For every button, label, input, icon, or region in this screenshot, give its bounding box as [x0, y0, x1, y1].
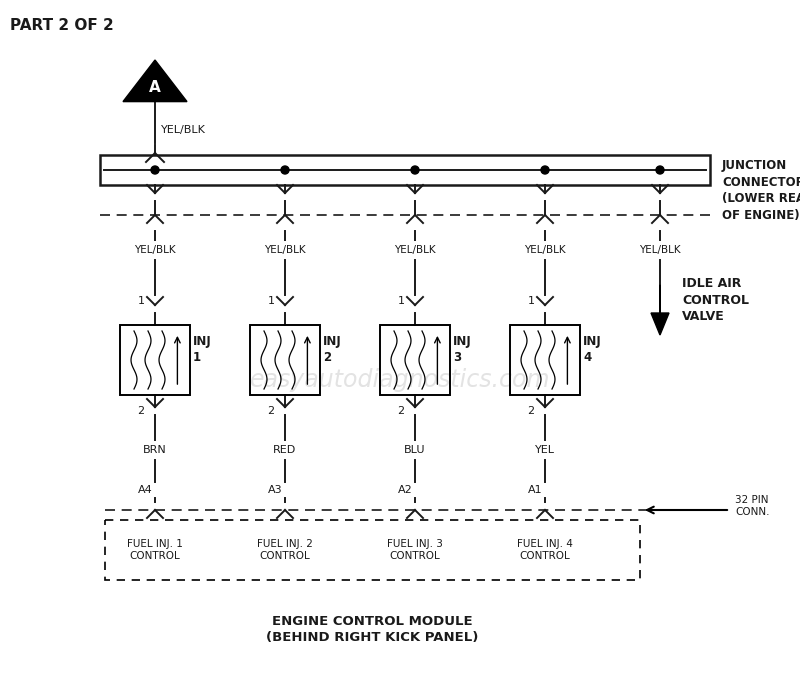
Bar [380, 325, 450, 395]
Text: YEL: YEL [535, 445, 555, 455]
Text: YEL/BLK: YEL/BLK [639, 245, 681, 255]
Text: YEL/BLK: YEL/BLK [394, 245, 436, 255]
Text: ENGINE CONTROL MODULE
(BEHIND RIGHT KICK PANEL): ENGINE CONTROL MODULE (BEHIND RIGHT KICK… [266, 615, 478, 645]
Text: YEL/BLK: YEL/BLK [264, 245, 306, 255]
Text: 2: 2 [138, 406, 145, 416]
Text: 1: 1 [267, 296, 274, 306]
Text: 3: 3 [453, 351, 461, 364]
Circle shape [151, 166, 159, 174]
Text: YEL/BLK: YEL/BLK [161, 125, 206, 134]
Circle shape [281, 166, 289, 174]
Circle shape [656, 166, 664, 174]
Bar [100, 155, 710, 185]
Text: IDLE AIR
CONTROL
VALVE: IDLE AIR CONTROL VALVE [682, 277, 749, 323]
Text: FUEL INJ. 2
CONTROL: FUEL INJ. 2 CONTROL [257, 539, 313, 561]
Bar [105, 520, 640, 580]
Text: A3: A3 [268, 485, 282, 495]
Text: 2: 2 [323, 351, 331, 364]
Text: INJ: INJ [193, 335, 212, 348]
Text: FUEL INJ. 4
CONTROL: FUEL INJ. 4 CONTROL [517, 539, 573, 561]
Text: PART 2 OF 2: PART 2 OF 2 [10, 18, 114, 33]
Text: FUEL INJ. 1
CONTROL: FUEL INJ. 1 CONTROL [127, 539, 183, 561]
Text: YEL/BLK: YEL/BLK [134, 245, 176, 255]
Text: YEL/BLK: YEL/BLK [524, 245, 566, 255]
Polygon shape [123, 60, 187, 102]
Text: INJ: INJ [323, 335, 342, 348]
Bar [120, 325, 190, 395]
Text: 1: 1 [138, 296, 145, 306]
Text: BLU: BLU [404, 445, 426, 455]
Text: 1: 1 [398, 296, 405, 306]
Text: 1: 1 [527, 296, 534, 306]
Bar [510, 325, 580, 395]
Text: 2: 2 [267, 406, 274, 416]
FancyArrow shape [651, 285, 669, 335]
Text: 2: 2 [527, 406, 534, 416]
Text: FUEL INJ. 3
CONTROL: FUEL INJ. 3 CONTROL [387, 539, 443, 561]
Text: INJ: INJ [453, 335, 472, 348]
Text: A4: A4 [138, 485, 152, 495]
Text: JUNCTION
CONNECTOR
(LOWER REAR
OF ENGINE): JUNCTION CONNECTOR (LOWER REAR OF ENGINE… [722, 159, 800, 221]
Text: RED: RED [274, 445, 297, 455]
Text: 4: 4 [583, 351, 591, 364]
Text: A1: A1 [528, 485, 542, 495]
Text: 1: 1 [193, 351, 201, 364]
Text: easyautodiagnostics.com: easyautodiagnostics.com [250, 368, 550, 392]
Bar [250, 325, 320, 395]
Text: 2: 2 [398, 406, 405, 416]
Text: INJ: INJ [583, 335, 602, 348]
Text: A2: A2 [398, 485, 412, 495]
Text: BRN: BRN [143, 445, 167, 455]
Text: 32 PIN
CONN.: 32 PIN CONN. [735, 495, 770, 517]
Circle shape [411, 166, 419, 174]
Text: A: A [149, 80, 161, 94]
Circle shape [541, 166, 549, 174]
